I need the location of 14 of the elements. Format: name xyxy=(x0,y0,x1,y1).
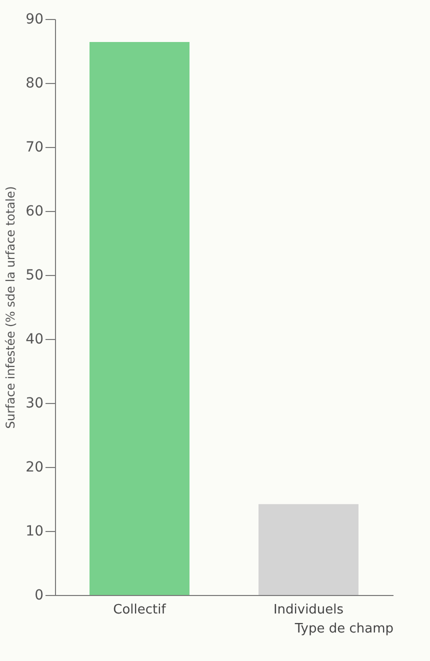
y-tick-label: 30 xyxy=(26,396,44,412)
y-tick-label: 0 xyxy=(34,588,44,604)
x-tick-label: Collectif xyxy=(113,602,166,618)
x-axis-title: Type de champ xyxy=(294,622,394,636)
x-tick-label: Individuels xyxy=(273,602,344,618)
y-axis-title: Surface infestée (% sde la urface totale) xyxy=(4,186,18,429)
y-tick-label: 90 xyxy=(26,12,44,28)
y-tick-label: 40 xyxy=(26,332,44,348)
y-tick-label: 80 xyxy=(26,76,44,92)
y-tick-label: 60 xyxy=(26,204,44,220)
y-tick-label: 10 xyxy=(26,524,44,540)
y-tick-label: 20 xyxy=(26,460,44,476)
y-tick-label: 70 xyxy=(26,140,44,156)
y-tick-label: 50 xyxy=(26,268,44,284)
